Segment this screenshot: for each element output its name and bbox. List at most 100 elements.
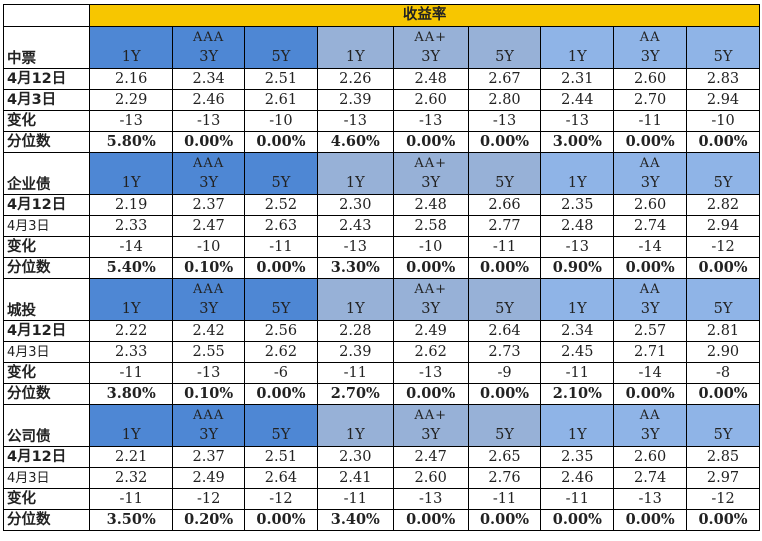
header-aaplus-5y: 5Y: [467, 152, 542, 195]
percentile-cell: 0.00%: [244, 509, 318, 531]
table-row: 分位数 3.80% 0.10% 0.00% 2.70% 0.00% 0.00% 2.10% 0.…: [2, 383, 760, 405]
table-row: 4月3日 2.33 2.55 2.62 2.39 2.62 2.73 2.45 2.71 2.90: [2, 341, 760, 363]
section-header-row: 公司债 1Y AAA 3Y 5Y 1Y AA+ 3Y 5Y 1Y AA 3Y 5Y: [2, 404, 760, 447]
header-aa-5y: 5Y: [686, 26, 760, 69]
table-row: 4月3日 2.29 2.46 2.61 2.39 2.60 2.80 2.44 2.70 2.94: [2, 89, 760, 111]
header-cell-box: 5Y: [469, 279, 541, 320]
row-label: 4月3日: [2, 89, 91, 111]
section-name: 公司债: [2, 404, 91, 447]
header-aaplus-1y: 1Y: [316, 26, 394, 69]
percentile-cell: 0.00%: [467, 383, 542, 405]
tenor-label: 1Y: [345, 174, 365, 191]
tenor-label: 5Y: [713, 426, 733, 443]
header-aa-3y: AA 3Y: [613, 404, 688, 447]
percentile-cell: 0.00%: [467, 131, 542, 153]
tenor-label: 1Y: [567, 426, 587, 443]
tenor-label: 3Y: [421, 426, 441, 443]
value-cell: 2.82: [686, 194, 760, 216]
value-cell: 2.39: [316, 341, 394, 363]
percentile-cell: 0.00%: [172, 131, 246, 153]
percentile-cell: 0.10%: [172, 383, 246, 405]
table-row: 4月3日 2.33 2.47 2.63 2.43 2.58 2.77 2.48 2.74 2.94: [2, 215, 760, 237]
value-cell: -12: [686, 236, 760, 258]
value-cell: 2.33: [89, 215, 174, 237]
value-cell: 2.47: [172, 215, 246, 237]
value-cell: 2.63: [244, 215, 318, 237]
corner-cell: [2, 4, 91, 27]
header-cell-box: AA+ 3Y: [394, 279, 468, 320]
value-cell: 2.43: [316, 215, 394, 237]
header-cell-box: 1Y: [318, 27, 393, 68]
header-cell-box: 5Y: [469, 405, 541, 446]
value-cell: 2.73: [467, 341, 542, 363]
value-cell: 2.34: [172, 68, 246, 90]
percentile-cell: 0.00%: [613, 383, 688, 405]
tenor-label: 5Y: [713, 174, 733, 191]
header-aaa-3y: AAA 3Y: [172, 26, 246, 69]
percentile-cell: 0.00%: [244, 131, 318, 153]
value-cell: -10: [392, 236, 469, 258]
tenor-label: 1Y: [121, 426, 141, 443]
header-cell-box: 5Y: [245, 279, 317, 320]
value-cell: -13: [467, 110, 542, 132]
header-aa-1y: 1Y: [540, 152, 615, 195]
value-cell: -13: [172, 362, 246, 384]
table-row: 分位数 5.40% 0.10% 0.00% 3.30% 0.00% 0.00% 0.90% 0.…: [2, 257, 760, 279]
header-aaa-3y: AAA 3Y: [172, 152, 246, 195]
value-cell: 2.81: [686, 320, 760, 342]
value-cell: 2.94: [686, 215, 760, 237]
header-aaa-1y: 1Y: [89, 26, 174, 69]
value-cell: -12: [686, 488, 760, 510]
header-cell-box: 1Y: [318, 405, 393, 446]
value-cell: -13: [540, 110, 615, 132]
value-cell: -11: [613, 110, 688, 132]
header-aaplus-3y: AA+ 3Y: [392, 278, 469, 321]
header-cell-box: 5Y: [469, 153, 541, 194]
header-aaplus-1y: 1Y: [316, 404, 394, 447]
value-cell: 2.76: [467, 467, 542, 489]
header-cell-box: AAA 3Y: [173, 27, 244, 68]
tenor-label: 3Y: [421, 174, 441, 191]
rating-group-label-aaplus: AA+: [414, 30, 447, 45]
value-cell: -6: [244, 362, 318, 384]
value-cell: 2.49: [172, 467, 246, 489]
row-label: 4月3日: [2, 215, 91, 237]
value-cell: 2.42: [172, 320, 246, 342]
percentile-cell: 0.00%: [244, 383, 318, 405]
row-label: 分位数: [2, 131, 91, 153]
value-cell: -11: [244, 236, 318, 258]
value-cell: 2.21: [89, 446, 174, 468]
rating-group-label-aa: AA: [639, 30, 661, 45]
section-name: 城投: [2, 278, 91, 321]
percentile-cell: 0.10%: [172, 257, 246, 279]
value-cell: 2.48: [392, 68, 469, 90]
row-label: 4月3日: [2, 467, 91, 489]
value-cell: -10: [244, 110, 318, 132]
rating-group-label-aaa: AAA: [193, 408, 225, 423]
table-row: 4月12日 2.22 2.42 2.56 2.28 2.49 2.64 2.34 2.57 2.8…: [2, 320, 760, 342]
rating-group-label-aaplus: AA+: [414, 282, 447, 297]
tenor-label: 3Y: [199, 426, 219, 443]
tenor-label: 3Y: [421, 300, 441, 317]
value-cell: 2.77: [467, 215, 542, 237]
tenor-label: 5Y: [271, 48, 291, 65]
tenor-label: 1Y: [345, 426, 365, 443]
table-row: 分位数 3.50% 0.20% 0.00% 3.40% 0.00% 0.00% 0.00% 0.…: [2, 509, 760, 531]
header-aaa-3y: AAA 3Y: [172, 278, 246, 321]
header-cell-box: AA 3Y: [614, 27, 686, 68]
value-cell: 2.49: [392, 320, 469, 342]
value-cell: -13: [613, 488, 688, 510]
value-cell: 2.29: [89, 89, 174, 111]
rating-group-label-aa: AA: [639, 156, 661, 171]
value-cell: 2.51: [244, 446, 318, 468]
value-cell: 2.74: [613, 467, 688, 489]
value-cell: -12: [244, 488, 318, 510]
rating-group-label-aaa: AAA: [193, 30, 225, 45]
value-cell: 2.33: [89, 341, 174, 363]
rating-group-label-aaplus: AA+: [414, 156, 447, 171]
value-cell: 2.97: [686, 467, 760, 489]
percentile-cell: 0.00%: [244, 257, 318, 279]
header-aaplus-3y: AA+ 3Y: [392, 152, 469, 195]
rating-group-label-aa: AA: [639, 282, 661, 297]
value-cell: 2.48: [540, 215, 615, 237]
